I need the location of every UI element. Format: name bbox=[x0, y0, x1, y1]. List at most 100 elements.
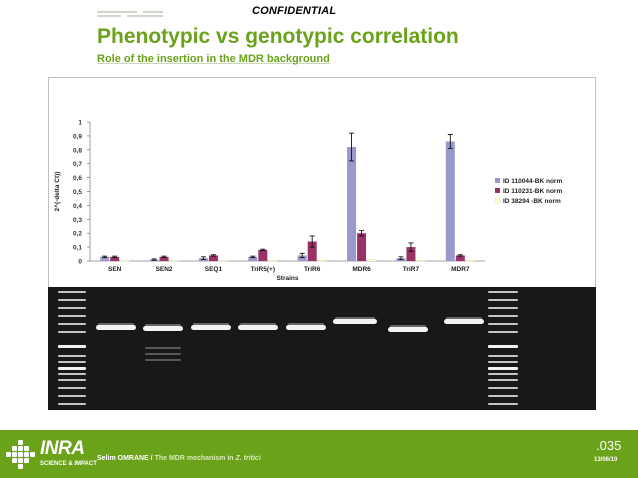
bar bbox=[119, 260, 130, 262]
ladder-band bbox=[488, 315, 518, 317]
sample-band bbox=[388, 327, 428, 332]
ladder-band bbox=[488, 331, 518, 333]
y-tick-label: 0,2 bbox=[73, 231, 82, 238]
faint-band bbox=[145, 347, 181, 349]
x-tick-label: SEN2 bbox=[156, 266, 173, 273]
ladder-band bbox=[58, 367, 86, 370]
legend-swatch bbox=[495, 188, 500, 193]
ladder-band bbox=[488, 379, 518, 381]
ladder-band bbox=[58, 361, 86, 363]
y-tick-label: 1 bbox=[78, 120, 82, 127]
sample-band bbox=[96, 325, 136, 330]
band-glow bbox=[145, 324, 181, 326]
bar bbox=[159, 256, 169, 261]
bar bbox=[445, 141, 455, 261]
logo-dot bbox=[24, 446, 29, 451]
ladder-band bbox=[58, 299, 86, 301]
legend-swatch bbox=[494, 197, 501, 204]
bar bbox=[465, 260, 476, 262]
ladder-band bbox=[58, 395, 86, 397]
bar bbox=[100, 256, 110, 261]
footer-author: Selim OMRANE / bbox=[97, 455, 155, 462]
ladder-band bbox=[488, 323, 518, 325]
footer-caption: Selim OMRANE / The MDR mechanism in Z. t… bbox=[97, 455, 261, 462]
y-tick-label: 0,7 bbox=[73, 161, 82, 168]
legend-swatch bbox=[495, 178, 500, 183]
y-tick-label: 0,9 bbox=[73, 133, 82, 140]
sample-band bbox=[333, 319, 377, 324]
logo-dot bbox=[12, 458, 17, 463]
bar bbox=[366, 259, 377, 262]
ladder-band bbox=[488, 367, 518, 370]
legend-label: ID 38294 -BK norm bbox=[503, 198, 561, 205]
y-tick-label: 0,3 bbox=[73, 217, 82, 224]
bar bbox=[297, 255, 307, 261]
ladder-band bbox=[488, 291, 518, 293]
ladder-band bbox=[58, 355, 86, 357]
ladder-band bbox=[58, 323, 86, 325]
logo-dot bbox=[18, 440, 23, 445]
x-tick-label: TriR6 bbox=[304, 266, 321, 273]
x-tick-label: MDR6 bbox=[352, 266, 371, 273]
ladder-band bbox=[488, 307, 518, 309]
logo-subtext: SCIENCE & IMPACT bbox=[40, 461, 97, 467]
footer-subject-italic: Z. tritici bbox=[235, 455, 261, 462]
footer-subject-text: The MDR mechanism in bbox=[154, 455, 236, 462]
bar bbox=[248, 256, 258, 261]
gel-bands bbox=[58, 291, 518, 405]
y-axis-label: 2^(-delta Ct)) bbox=[53, 172, 61, 212]
ladder-band bbox=[58, 387, 86, 389]
band-glow bbox=[98, 323, 134, 325]
band-glow bbox=[390, 325, 426, 327]
bar bbox=[169, 260, 179, 262]
logo-dot bbox=[6, 452, 11, 457]
y-tick-label: 0,5 bbox=[73, 189, 82, 196]
bar bbox=[406, 247, 416, 261]
band-glow bbox=[335, 317, 375, 319]
logo-dot bbox=[12, 446, 17, 451]
bar bbox=[347, 147, 357, 261]
ladder-band bbox=[58, 315, 86, 317]
x-tick-label: TriR5(+) bbox=[251, 266, 275, 273]
chart-frame bbox=[48, 77, 596, 288]
bar bbox=[208, 255, 218, 261]
logo-dot bbox=[12, 452, 17, 457]
ladder-band bbox=[58, 403, 86, 405]
ladder-band bbox=[488, 403, 518, 405]
x-tick-label: TriR7 bbox=[403, 266, 420, 273]
logo-dot bbox=[18, 464, 23, 469]
sample-band bbox=[143, 326, 183, 331]
band-glow bbox=[446, 317, 482, 319]
ladder-band bbox=[488, 373, 518, 375]
x-tick-label: MDR7 bbox=[451, 266, 470, 273]
decorative-lines bbox=[97, 9, 197, 21]
bar-chart: 0 0,1 0,2 0,3 0,4 0,5 0,6 0,7 0,8 0,9 1 2^(-delta C… bbox=[53, 120, 562, 283]
x-tick-label: SEN bbox=[108, 266, 122, 273]
sample-band bbox=[191, 325, 231, 330]
ladder-band bbox=[58, 379, 86, 381]
band-glow bbox=[240, 323, 276, 325]
band-glow bbox=[193, 323, 229, 325]
ladder-band bbox=[488, 387, 518, 389]
bar bbox=[110, 256, 120, 261]
sample-band bbox=[286, 325, 326, 330]
faint-band bbox=[145, 359, 181, 361]
y-tick-label: 0 bbox=[78, 259, 82, 266]
confidential-label: CONFIDENTIAL bbox=[252, 5, 337, 17]
legend-label: ID 110044-BK norm bbox=[503, 178, 562, 185]
legend-label: ID 110231-BK norm bbox=[503, 188, 562, 195]
band-glow bbox=[288, 323, 324, 325]
sample-band bbox=[444, 319, 484, 324]
logo-dot bbox=[24, 452, 29, 457]
ladder-band bbox=[488, 361, 518, 363]
ladder-band bbox=[488, 395, 518, 397]
gel-electrophoresis-image bbox=[48, 287, 596, 410]
slide-subtitle: Role of the insertion in the MDR backgro… bbox=[97, 53, 330, 65]
ladder-band bbox=[58, 373, 86, 375]
bar bbox=[455, 255, 465, 261]
bar bbox=[218, 260, 229, 262]
slide-number: .035 bbox=[596, 438, 622, 453]
ladder-band bbox=[58, 307, 86, 309]
slide-date: 13/06/10 bbox=[594, 457, 618, 463]
y-tick-label: 0,8 bbox=[73, 147, 82, 154]
